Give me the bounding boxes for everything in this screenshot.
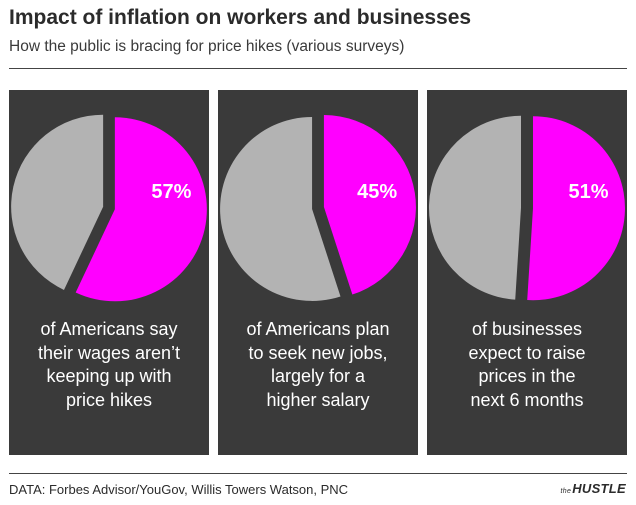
- chart-subtitle: How the public is bracing for price hike…: [9, 38, 405, 55]
- pie-slice-remainder: [11, 114, 104, 290]
- pie-percent-label: 57%: [151, 181, 191, 203]
- pie-percent-label: 51%: [568, 181, 608, 203]
- pie-chart-wages: 57%: [11, 114, 207, 302]
- pie-slice-highlight: [75, 117, 207, 302]
- pie-slice-remainder: [220, 116, 341, 301]
- pie-chart-prices: 51%: [428, 115, 625, 301]
- caption-line: higher salary: [266, 389, 370, 410]
- caption-line: price hikes: [65, 389, 153, 410]
- pie-chart-jobs: 45%: [220, 115, 416, 301]
- panel-caption: of Americans plan to seek new jobs, larg…: [218, 318, 418, 412]
- chart-title: Impact of inflation on workers and busin…: [9, 6, 472, 29]
- logo-small-text: the: [560, 488, 572, 495]
- pie-slice-highlight: [527, 116, 625, 301]
- caption-line: to seek new jobs,: [248, 342, 388, 363]
- panel-caption: of Americans say their wages aren’t keep…: [9, 318, 209, 412]
- caption-line: prices in the: [478, 366, 576, 386]
- caption-line: keeping up with: [46, 366, 172, 386]
- logo-main-text: HUSTLE: [572, 481, 626, 496]
- caption-line: next 6 months: [470, 389, 584, 410]
- panel-wages: 57% of Americans say their wages aren’t …: [9, 90, 209, 455]
- bottom-divider: [9, 473, 627, 474]
- hustle-logo: theHUSTLE: [561, 481, 626, 496]
- caption-line: of Americans plan: [246, 319, 390, 339]
- source-note: DATA: Forbes Advisor/YouGov, Willis Towe…: [9, 482, 349, 497]
- pie-slice-highlight: [323, 115, 416, 295]
- caption-line: of Americans say: [40, 319, 178, 339]
- pie-percent-label: 45%: [357, 181, 397, 203]
- pie-slice-remainder: [428, 115, 522, 300]
- panel-prices: 51% of businesses expect to raise prices…: [427, 90, 627, 455]
- caption-line: of businesses: [471, 319, 583, 339]
- panel-caption: of businesses expect to raise prices in …: [427, 318, 627, 412]
- caption-line: largely for a: [270, 366, 366, 386]
- top-divider: [9, 68, 627, 69]
- caption-line: their wages aren’t: [37, 342, 181, 363]
- panel-jobs: 45% of Americans plan to seek new jobs, …: [218, 90, 418, 455]
- caption-line: expect to raise: [468, 342, 586, 363]
